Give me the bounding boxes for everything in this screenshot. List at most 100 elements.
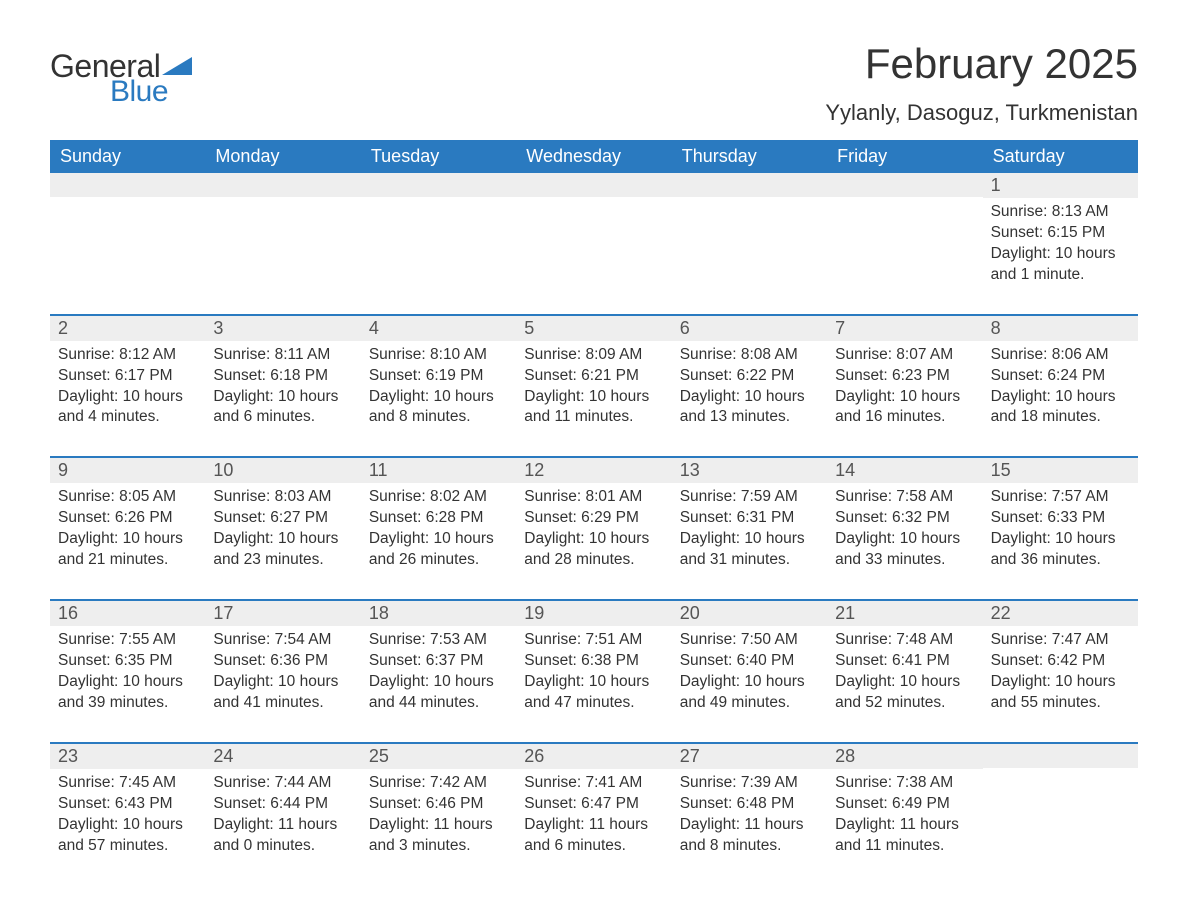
title-block: February 2025 Yylanly, Dasoguz, Turkmeni… xyxy=(825,40,1138,126)
day-number: 15 xyxy=(983,458,1138,483)
sunset-text: Sunset: 6:15 PM xyxy=(991,223,1130,244)
daylight-text: Daylight: 10 hours and 57 minutes. xyxy=(58,815,197,857)
daylight-text: Daylight: 10 hours and 31 minutes. xyxy=(680,529,819,571)
calendar-day: 17Sunrise: 7:54 AMSunset: 6:36 PMDayligh… xyxy=(205,601,360,722)
sunrise-text: Sunrise: 8:12 AM xyxy=(58,345,197,366)
day-number: 21 xyxy=(827,601,982,626)
day-details: Sunrise: 8:10 AMSunset: 6:19 PMDaylight:… xyxy=(361,341,516,437)
daylight-text: Daylight: 10 hours and 33 minutes. xyxy=(835,529,974,571)
month-title: February 2025 xyxy=(825,40,1138,88)
sunset-text: Sunset: 6:36 PM xyxy=(213,651,352,672)
day-number xyxy=(50,173,205,197)
dow-tuesday: Tuesday xyxy=(361,140,516,173)
day-number: 19 xyxy=(516,601,671,626)
sunset-text: Sunset: 6:38 PM xyxy=(524,651,663,672)
sunset-text: Sunset: 6:43 PM xyxy=(58,794,197,815)
daylight-text: Daylight: 10 hours and 28 minutes. xyxy=(524,529,663,571)
sunrise-text: Sunrise: 8:10 AM xyxy=(369,345,508,366)
day-details: Sunrise: 8:09 AMSunset: 6:21 PMDaylight:… xyxy=(516,341,671,437)
sunset-text: Sunset: 6:21 PM xyxy=(524,366,663,387)
calendar-day: 9Sunrise: 8:05 AMSunset: 6:26 PMDaylight… xyxy=(50,458,205,579)
daylight-text: Daylight: 10 hours and 6 minutes. xyxy=(213,387,352,429)
day-number xyxy=(361,173,516,197)
sunset-text: Sunset: 6:18 PM xyxy=(213,366,352,387)
calendar-day: 13Sunrise: 7:59 AMSunset: 6:31 PMDayligh… xyxy=(672,458,827,579)
day-number: 26 xyxy=(516,744,671,769)
day-details: Sunrise: 7:48 AMSunset: 6:41 PMDaylight:… xyxy=(827,626,982,722)
daylight-text: Daylight: 10 hours and 13 minutes. xyxy=(680,387,819,429)
calendar-day: 27Sunrise: 7:39 AMSunset: 6:48 PMDayligh… xyxy=(672,744,827,865)
sunrise-text: Sunrise: 8:06 AM xyxy=(991,345,1130,366)
sunrise-text: Sunrise: 8:08 AM xyxy=(680,345,819,366)
calendar-week: 9Sunrise: 8:05 AMSunset: 6:26 PMDaylight… xyxy=(50,456,1138,579)
day-details: Sunrise: 7:51 AMSunset: 6:38 PMDaylight:… xyxy=(516,626,671,722)
sunrise-text: Sunrise: 8:02 AM xyxy=(369,487,508,508)
sunrise-text: Sunrise: 7:47 AM xyxy=(991,630,1130,651)
day-number: 20 xyxy=(672,601,827,626)
sunset-text: Sunset: 6:35 PM xyxy=(58,651,197,672)
day-details: Sunrise: 8:12 AMSunset: 6:17 PMDaylight:… xyxy=(50,341,205,437)
day-number xyxy=(516,173,671,197)
sunrise-text: Sunrise: 7:59 AM xyxy=(680,487,819,508)
daylight-text: Daylight: 11 hours and 6 minutes. xyxy=(524,815,663,857)
calendar-day: 10Sunrise: 8:03 AMSunset: 6:27 PMDayligh… xyxy=(205,458,360,579)
day-details: Sunrise: 7:50 AMSunset: 6:40 PMDaylight:… xyxy=(672,626,827,722)
sunrise-text: Sunrise: 8:01 AM xyxy=(524,487,663,508)
sunset-text: Sunset: 6:37 PM xyxy=(369,651,508,672)
logo-text-blue: Blue xyxy=(110,75,168,109)
sunset-text: Sunset: 6:22 PM xyxy=(680,366,819,387)
daylight-text: Daylight: 10 hours and 47 minutes. xyxy=(524,672,663,714)
calendar: Sunday Monday Tuesday Wednesday Thursday… xyxy=(50,140,1138,864)
calendar-day: 19Sunrise: 7:51 AMSunset: 6:38 PMDayligh… xyxy=(516,601,671,722)
daylight-text: Daylight: 10 hours and 52 minutes. xyxy=(835,672,974,714)
calendar-day: 21Sunrise: 7:48 AMSunset: 6:41 PMDayligh… xyxy=(827,601,982,722)
sunrise-text: Sunrise: 7:57 AM xyxy=(991,487,1130,508)
day-details: Sunrise: 7:53 AMSunset: 6:37 PMDaylight:… xyxy=(361,626,516,722)
day-details: Sunrise: 8:02 AMSunset: 6:28 PMDaylight:… xyxy=(361,483,516,579)
day-details: Sunrise: 7:45 AMSunset: 6:43 PMDaylight:… xyxy=(50,769,205,865)
calendar-day: 5Sunrise: 8:09 AMSunset: 6:21 PMDaylight… xyxy=(516,316,671,437)
day-number: 2 xyxy=(50,316,205,341)
calendar-day: 23Sunrise: 7:45 AMSunset: 6:43 PMDayligh… xyxy=(50,744,205,865)
day-number: 8 xyxy=(983,316,1138,341)
day-number: 16 xyxy=(50,601,205,626)
dow-wednesday: Wednesday xyxy=(516,140,671,173)
sunrise-text: Sunrise: 7:55 AM xyxy=(58,630,197,651)
location: Yylanly, Dasoguz, Turkmenistan xyxy=(825,100,1138,126)
sunrise-text: Sunrise: 7:53 AM xyxy=(369,630,508,651)
calendar-day: 24Sunrise: 7:44 AMSunset: 6:44 PMDayligh… xyxy=(205,744,360,865)
calendar-day: 3Sunrise: 8:11 AMSunset: 6:18 PMDaylight… xyxy=(205,316,360,437)
sunset-text: Sunset: 6:17 PM xyxy=(58,366,197,387)
day-number: 27 xyxy=(672,744,827,769)
daylight-text: Daylight: 10 hours and 39 minutes. xyxy=(58,672,197,714)
day-number: 10 xyxy=(205,458,360,483)
day-details: Sunrise: 8:08 AMSunset: 6:22 PMDaylight:… xyxy=(672,341,827,437)
dow-friday: Friday xyxy=(827,140,982,173)
calendar-day: 20Sunrise: 7:50 AMSunset: 6:40 PMDayligh… xyxy=(672,601,827,722)
sunrise-text: Sunrise: 8:07 AM xyxy=(835,345,974,366)
daylight-text: Daylight: 10 hours and 41 minutes. xyxy=(213,672,352,714)
calendar-day: 15Sunrise: 7:57 AMSunset: 6:33 PMDayligh… xyxy=(983,458,1138,579)
sunset-text: Sunset: 6:31 PM xyxy=(680,508,819,529)
day-number: 14 xyxy=(827,458,982,483)
calendar-day: 26Sunrise: 7:41 AMSunset: 6:47 PMDayligh… xyxy=(516,744,671,865)
day-number: 24 xyxy=(205,744,360,769)
day-details: Sunrise: 8:11 AMSunset: 6:18 PMDaylight:… xyxy=(205,341,360,437)
sunrise-text: Sunrise: 7:41 AM xyxy=(524,773,663,794)
sunset-text: Sunset: 6:23 PM xyxy=(835,366,974,387)
daylight-text: Daylight: 10 hours and 49 minutes. xyxy=(680,672,819,714)
calendar-day: 6Sunrise: 8:08 AMSunset: 6:22 PMDaylight… xyxy=(672,316,827,437)
sunrise-text: Sunrise: 7:51 AM xyxy=(524,630,663,651)
day-number: 4 xyxy=(361,316,516,341)
sunset-text: Sunset: 6:44 PM xyxy=(213,794,352,815)
calendar-day xyxy=(205,173,360,294)
daylight-text: Daylight: 11 hours and 8 minutes. xyxy=(680,815,819,857)
calendar-day xyxy=(827,173,982,294)
dow-sunday: Sunday xyxy=(50,140,205,173)
sunrise-text: Sunrise: 7:45 AM xyxy=(58,773,197,794)
calendar-day: 7Sunrise: 8:07 AMSunset: 6:23 PMDaylight… xyxy=(827,316,982,437)
sunset-text: Sunset: 6:48 PM xyxy=(680,794,819,815)
sunrise-text: Sunrise: 7:44 AM xyxy=(213,773,352,794)
day-details: Sunrise: 8:03 AMSunset: 6:27 PMDaylight:… xyxy=(205,483,360,579)
sunset-text: Sunset: 6:19 PM xyxy=(369,366,508,387)
